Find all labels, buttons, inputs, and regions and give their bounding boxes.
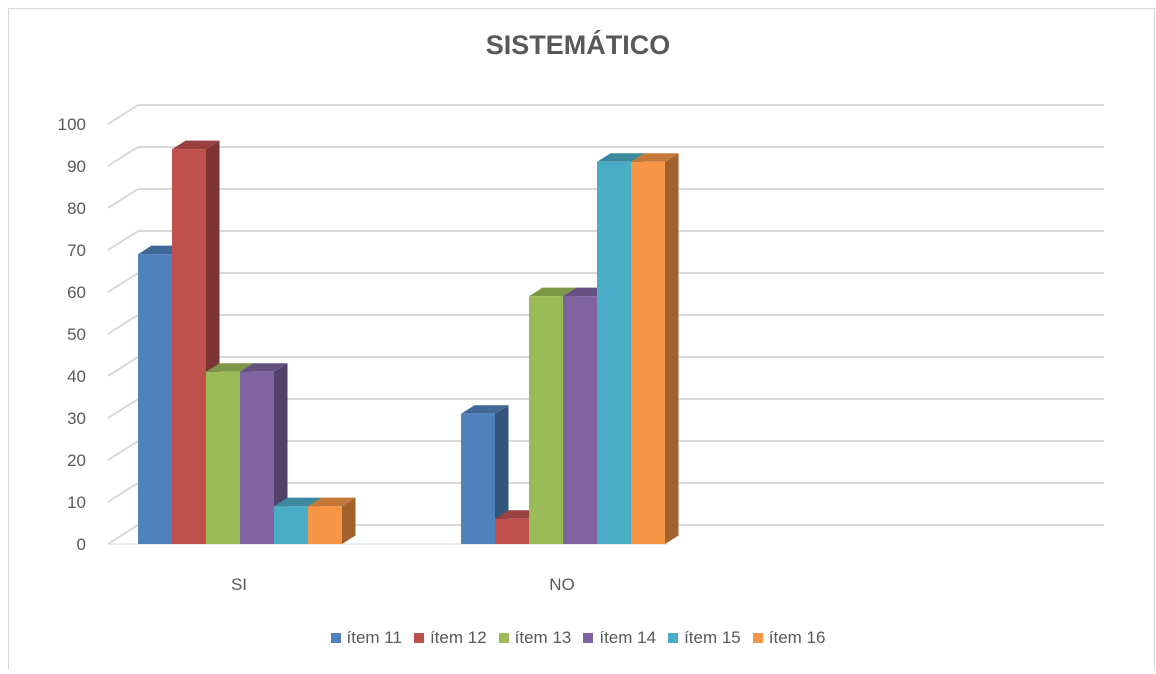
- bar-side: [274, 363, 288, 544]
- y-tick-label: 0: [77, 535, 86, 554]
- bar-front: [495, 518, 529, 544]
- legend-label: ítem 16: [768, 628, 826, 647]
- gridline-depth: [107, 398, 139, 419]
- bar-side: [342, 497, 356, 544]
- legend-swatch: [752, 633, 763, 643]
- y-axis: 0 10 20 30 40 50 60 70 80 90 100: [58, 115, 86, 554]
- bar-front: [240, 371, 274, 544]
- legend-label: ítem 15: [684, 628, 741, 647]
- bar-top: [597, 153, 645, 162]
- y-tick-label: 40: [67, 367, 86, 386]
- legend-swatch: [668, 633, 679, 643]
- bar-side: [495, 405, 509, 544]
- y-tick-label: 90: [67, 157, 86, 176]
- bar-top: [240, 363, 288, 372]
- legend-label: ítem 14: [599, 628, 657, 647]
- bar-side: [665, 153, 679, 544]
- bar-top: [631, 153, 679, 162]
- bar-front: [206, 371, 240, 544]
- x-tick-label: NO: [549, 575, 575, 594]
- legend-label: ítem 13: [514, 628, 572, 647]
- gridline-depth: [107, 524, 139, 545]
- bar: [240, 363, 288, 544]
- bar-front: [529, 296, 563, 544]
- legend-item: ítem 15: [668, 628, 741, 648]
- bar-front: [461, 413, 495, 544]
- bar-top: [274, 497, 322, 507]
- bar: [631, 153, 679, 545]
- legend-item: ítem 11: [330, 628, 402, 648]
- bar-front: [631, 161, 665, 545]
- bar-top: [206, 363, 254, 372]
- bar: [308, 497, 356, 544]
- chart-title: SISTEMÁTICO: [485, 30, 671, 60]
- gridline-depth: [107, 104, 139, 125]
- legend-item: ítem 12: [413, 628, 487, 648]
- gridline-depth: [107, 356, 139, 377]
- chart-legend: ítem 11 ítem 12 ítem 13 ítem 14 ítem 15 ítem …: [0, 628, 1156, 648]
- y-tick-label: 20: [67, 451, 86, 470]
- y-tick-label: 70: [67, 241, 86, 260]
- gridline-depth: [107, 230, 139, 251]
- legend-swatch: [583, 633, 594, 643]
- gridline-depth: [107, 482, 139, 503]
- bar-front: [597, 161, 631, 545]
- bar-front: [308, 506, 342, 544]
- gridline-depth: [107, 440, 139, 461]
- gridline-depth: [107, 314, 139, 335]
- y-tick-label: 100: [58, 115, 86, 134]
- y-tick-label: 80: [67, 199, 86, 218]
- legend-item: ítem 13: [498, 628, 572, 648]
- gridline-depth: [107, 146, 139, 167]
- y-tick-label: 50: [67, 325, 86, 344]
- bar-top: [172, 140, 220, 150]
- legend-swatch: [498, 633, 509, 643]
- bar: [461, 405, 509, 544]
- x-axis: SI NO: [231, 575, 575, 594]
- legend-item: ítem 14: [583, 628, 656, 648]
- bar-front: [172, 149, 206, 544]
- bars: [138, 140, 679, 545]
- legend-swatch: [413, 633, 424, 643]
- legend-item: ítem 16: [752, 628, 826, 648]
- gridline-depth: [107, 272, 139, 293]
- bar-top: [308, 497, 356, 507]
- legend-label: ítem 11: [346, 628, 402, 647]
- y-tick-label: 60: [67, 283, 86, 302]
- gridline-depth: [107, 188, 139, 209]
- bar-front: [274, 506, 308, 544]
- bar-top: [529, 287, 577, 297]
- bar-top: [461, 405, 509, 414]
- legend-label: ítem 12: [429, 628, 487, 647]
- y-tick-label: 30: [67, 409, 86, 428]
- x-tick-label: SI: [231, 575, 247, 594]
- legend-swatch: [330, 633, 341, 643]
- bar-front: [563, 296, 597, 544]
- y-tick-label: 10: [67, 493, 86, 512]
- bar-front: [138, 254, 172, 544]
